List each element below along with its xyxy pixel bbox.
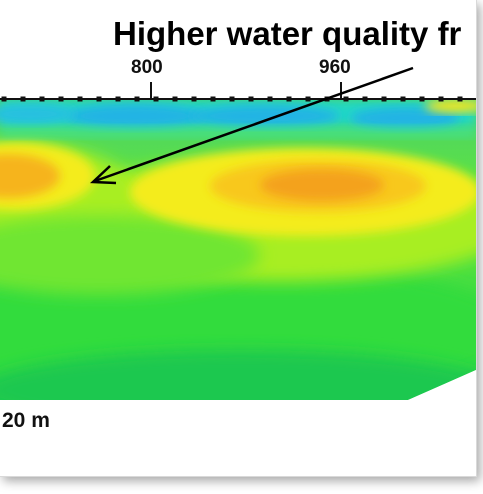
electrode-dot	[39, 96, 45, 102]
electrode-dot	[248, 96, 254, 102]
orange-lens-left	[0, 154, 60, 198]
surface-blue-patch-1	[65, 104, 205, 128]
scale-label: 20 m	[2, 409, 50, 432]
electrode-dot	[438, 96, 444, 102]
electrode-dot	[457, 96, 463, 102]
electrode-dot	[210, 96, 216, 102]
section-bottom-boundary	[408, 370, 476, 400]
electrode-dot	[343, 96, 349, 102]
resistivity-color-field	[0, 100, 476, 400]
electrode-dot	[134, 96, 140, 102]
electrode-dot	[362, 96, 368, 102]
electrode-dot	[229, 96, 235, 102]
orange-lens-right	[260, 169, 384, 201]
deep-green-band	[0, 350, 476, 400]
station-label-960: 960	[319, 57, 351, 78]
resistivity-section-plot	[0, 66, 476, 400]
resistivity-section-frame: Higher water quality fr 800 960 20 m	[0, 0, 477, 477]
electrode-dot	[1, 96, 7, 102]
surface-blue-patch-3	[350, 107, 460, 129]
electrode-dot	[400, 96, 406, 102]
electrode-dot	[20, 96, 26, 102]
station-label-800: 800	[131, 57, 163, 78]
electrode-dot	[381, 96, 387, 102]
electrode-dot	[191, 96, 197, 102]
electrode-dot	[286, 96, 292, 102]
electrode-dot	[115, 96, 121, 102]
electrode-dot	[419, 96, 425, 102]
electrode-dot	[172, 96, 178, 102]
transition-layer	[0, 126, 476, 138]
arrow-head	[89, 165, 117, 185]
arrow-shaft	[94, 66, 414, 183]
electrode-dot	[305, 96, 311, 102]
electrode-dot	[58, 96, 64, 102]
electrode-dot	[267, 96, 273, 102]
electrode-dot	[153, 96, 159, 102]
annotation-text: Higher water quality fr	[113, 15, 462, 52]
surface-blue-patch-2	[190, 105, 340, 127]
surface-blue-patch-0	[0, 104, 75, 124]
electrode-dot	[96, 96, 102, 102]
annotation-arrow	[89, 66, 414, 185]
mid-green-zone	[0, 215, 260, 295]
electrode-dot	[77, 96, 83, 102]
surface-yellow-patch	[425, 100, 476, 113]
